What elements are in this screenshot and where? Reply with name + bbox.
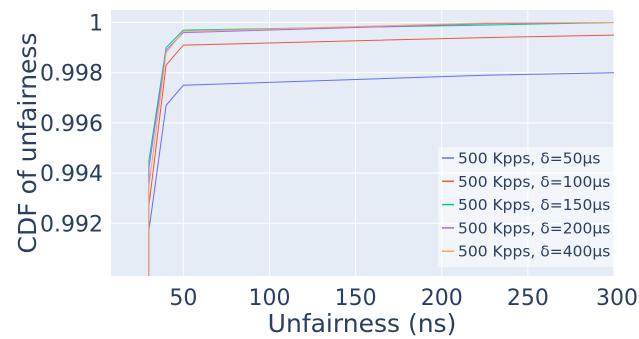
x-tick-label: 50 (169, 286, 197, 311)
y-tick-labels: 0.992 0.994 0.996 0.998 1 (40, 12, 103, 238)
legend-label-2[interactable]: 500 Kpps, δ=100μs (458, 173, 610, 191)
x-tick-labels: 50 100 150 200 250 300 (169, 286, 638, 311)
x-tick-label: 200 (421, 286, 463, 311)
y-tick-label: 0.992 (40, 212, 103, 237)
series-lines (148, 22, 615, 276)
y-tick-label: 0.994 (40, 162, 103, 187)
x-tick-label: 100 (248, 286, 290, 311)
y-tick-label: 0.996 (40, 112, 103, 137)
y-tick-label: 0.998 (40, 62, 103, 87)
legend-label-1[interactable]: 500 Kpps, δ=50μs (458, 150, 600, 168)
x-tick-label: 150 (335, 286, 377, 311)
legend[interactable]: 500 Kpps, δ=50μs 500 Kpps, δ=100μs 500 Kpp… (438, 147, 614, 267)
legend-label-3[interactable]: 500 Kpps, δ=150μs (458, 196, 610, 214)
y-tick-label: 1 (89, 12, 103, 37)
legend-label-4[interactable]: 500 Kpps, δ=200μs (458, 219, 610, 237)
legend-label-5[interactable]: 500 Kpps, δ=400μs (458, 243, 610, 261)
series-line-5 (148, 22, 615, 276)
x-tick-label: 300 (596, 286, 638, 311)
x-axis-title: Unfairness (ns) (268, 309, 457, 338)
x-tick-label: 250 (507, 286, 549, 311)
legend-background (438, 147, 614, 267)
y-axis-title: CDF of unfairness (13, 33, 42, 254)
